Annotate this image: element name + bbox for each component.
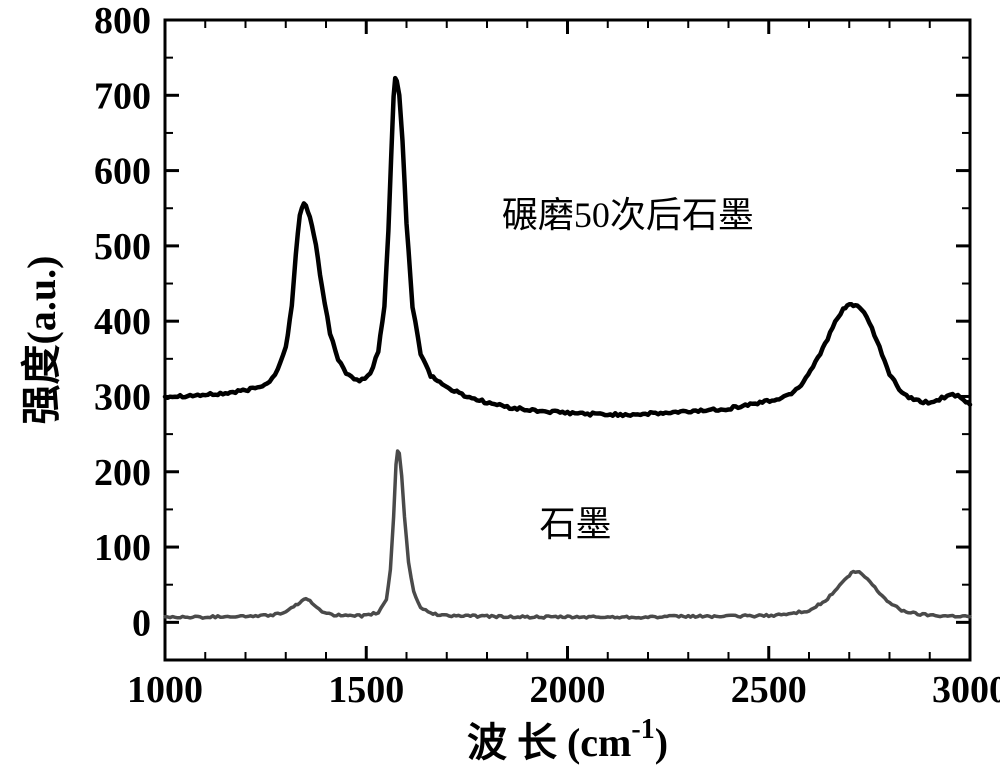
y-tick-label: 0 — [132, 602, 151, 644]
annotation-0: 碾磨50次后石墨 — [502, 195, 754, 235]
y-tick-label: 700 — [94, 75, 151, 117]
y-tick-label: 200 — [94, 452, 151, 494]
x-tick-label: 1500 — [328, 669, 404, 711]
chart-svg: 0 100 200 300 400 500 600 700 800 1000 1500 2000 250… — [0, 0, 1000, 777]
y-tick-label: 500 — [94, 226, 151, 268]
y-tick-label: 100 — [94, 527, 151, 569]
x-tick-label: 2500 — [731, 669, 807, 711]
x-tick-label: 1000 — [127, 669, 203, 711]
x-tick-label: 3000 — [932, 669, 1000, 711]
annotation-1: 石墨 — [540, 504, 612, 544]
raman-spectrum-chart: 0 100 200 300 400 500 600 700 800 1000 1500 2000 250… — [0, 0, 1000, 777]
series-0 — [165, 78, 970, 416]
y-tick-label: 400 — [94, 301, 151, 343]
y-tick-label: 800 — [94, 0, 151, 42]
y-axis-title: 强度(a.u.) — [19, 256, 64, 425]
y-tick-label: 300 — [94, 376, 151, 418]
y-tick-label: 600 — [94, 151, 151, 193]
x-tick-label: 2000 — [530, 669, 606, 711]
x-axis-title: 波 长 (cm-1) — [467, 714, 668, 765]
